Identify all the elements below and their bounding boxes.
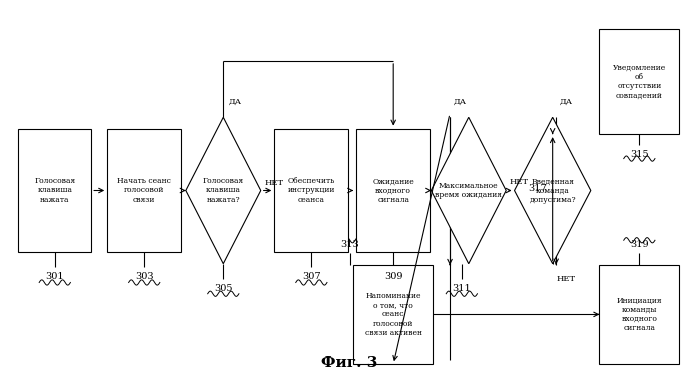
Text: 317: 317: [528, 184, 547, 193]
FancyBboxPatch shape: [274, 128, 349, 253]
Text: Напоминание
о том, что
сеанс
голосовой
связи активен: Напоминание о том, что сеанс голосовой с…: [365, 292, 421, 337]
Polygon shape: [514, 117, 591, 264]
Text: 309: 309: [384, 272, 403, 281]
Text: НЕТ: НЕТ: [510, 178, 529, 186]
Text: ДА: ДА: [454, 98, 467, 106]
Text: Ожидание
входного
сигнала: Ожидание входного сигнала: [373, 177, 414, 204]
Text: Максимальное
время ожидания: Максимальное время ожидания: [435, 182, 502, 199]
Text: ДА: ДА: [228, 98, 241, 106]
Text: 311: 311: [452, 283, 471, 293]
Text: НЕТ: НЕТ: [264, 179, 283, 187]
Polygon shape: [431, 117, 506, 264]
Text: Голосовая
клавиша
нажата: Голосовая клавиша нажата: [34, 177, 75, 204]
Text: 315: 315: [630, 150, 649, 159]
Text: 303: 303: [135, 272, 154, 281]
FancyBboxPatch shape: [18, 128, 91, 253]
Text: Уведомление
об
отсутствии
совпадений: Уведомление об отсутствии совпадений: [613, 64, 666, 99]
Text: 305: 305: [214, 283, 233, 293]
Text: 313: 313: [340, 240, 359, 248]
Text: 307: 307: [302, 272, 321, 281]
Text: Фиг. 3: Фиг. 3: [322, 356, 377, 370]
FancyBboxPatch shape: [353, 265, 433, 364]
Polygon shape: [186, 117, 261, 264]
FancyBboxPatch shape: [356, 128, 431, 253]
FancyBboxPatch shape: [600, 29, 679, 134]
Text: 301: 301: [45, 272, 64, 281]
Text: Введенная
команда
допустима?: Введенная команда допустима?: [529, 177, 576, 204]
Text: ДА: ДА: [560, 98, 572, 106]
Text: НЕТ: НЕТ: [556, 275, 575, 283]
Text: Голосовая
клавиша
нажата?: Голосовая клавиша нажата?: [203, 177, 244, 204]
Text: Инициация
команды
входного
сигнала: Инициация команды входного сигнала: [617, 296, 662, 332]
FancyBboxPatch shape: [107, 128, 181, 253]
Text: Обеспечить
инструкции
сеанса: Обеспечить инструкции сеанса: [288, 177, 335, 204]
Text: Начать сеанс
голосовой
связи: Начать сеанс голосовой связи: [117, 177, 171, 204]
Text: 319: 319: [630, 240, 649, 248]
FancyBboxPatch shape: [600, 265, 679, 364]
